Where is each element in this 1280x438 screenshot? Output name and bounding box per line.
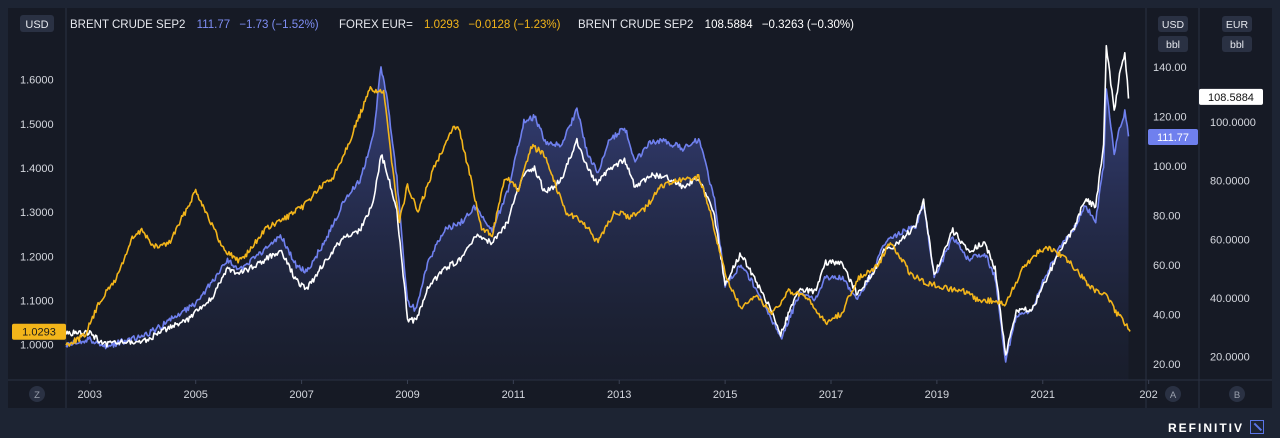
x-tick-label: 2021	[1031, 389, 1055, 401]
usd-tick-label: 40.00	[1153, 310, 1181, 322]
usd-axis-ticks: 140.00 120.00 100.00 80.00 60.00 40.00 20.00	[1153, 62, 1187, 371]
left-tick-label: 1.1000	[20, 296, 54, 308]
legend-brent-usd-last: 111.77	[197, 19, 230, 31]
x-tick-label: 2019	[925, 389, 949, 401]
brand-logo: REFINITIV	[1168, 420, 1264, 435]
usd-tick-label: 20.00	[1153, 359, 1181, 371]
x-tick-label: 2007	[289, 389, 313, 401]
brent-eur-line[interactable]	[65, 44, 1130, 356]
eur-tick-label: 60.0000	[1210, 234, 1250, 246]
eur-unit-text: EUR	[1226, 19, 1249, 31]
usd-sub-badge[interactable]	[1158, 36, 1188, 52]
left-tick-label: 1.4000	[20, 163, 54, 175]
eur-tick-label: 100.0000	[1210, 117, 1256, 129]
x-tick-label: 202	[1139, 389, 1157, 401]
scale-b-button[interactable]	[1229, 386, 1245, 402]
usd-tick-label: 120.00	[1153, 112, 1187, 124]
currency-badge-text: USD	[25, 19, 48, 31]
scale-b-label: B	[1234, 390, 1240, 401]
brand-text: REFINITIV	[1167, 421, 1244, 435]
legend-brent-usd-change: −1.73 (−1.52%)	[239, 19, 318, 31]
x-tick-label: 2013	[607, 389, 631, 401]
x-tick-label: 2009	[395, 389, 419, 401]
scale-z-button[interactable]	[29, 386, 45, 402]
x-axis-ticks: 2003 2005 2007 2009 2011 2013 2015 2017 2019 2021…	[78, 380, 1158, 401]
forex-last-tag-bg	[12, 323, 66, 340]
scale-a-button[interactable]	[1165, 386, 1181, 402]
usd-tick-label: 60.00	[1153, 260, 1181, 272]
brand-mark-icon	[1250, 420, 1264, 434]
brent-eur-last-tag-bg	[1199, 88, 1263, 105]
brent-usd-last-tag: 111.77	[1157, 132, 1189, 144]
usd-sub-text: bbl	[1166, 39, 1180, 51]
currency-badge[interactable]	[20, 15, 54, 32]
legend-forex-name: FOREX EUR=	[339, 19, 413, 31]
x-tick-label: 2011	[502, 389, 526, 401]
usd-tick-label: 140.00	[1153, 62, 1187, 74]
scale-z-label: Z	[34, 390, 40, 401]
usd-tick-label: 80.00	[1153, 211, 1181, 223]
eur-sub-text: bbl	[1230, 39, 1244, 51]
legend-forex-last: 1.0293	[424, 19, 459, 31]
left-tick-label: 1.2000	[20, 251, 54, 263]
eur-axis-ticks: 100.0000 80.0000 60.0000 40.0000 20.0000	[1210, 117, 1256, 364]
left-tick-label: 1.6000	[20, 75, 54, 87]
eur-tick-label: 20.0000	[1210, 352, 1250, 364]
legend-brent-eur-change: −0.3263 (−0.30%)	[762, 19, 854, 31]
usd-unit-text: USD	[1162, 19, 1185, 31]
x-tick-label: 2015	[713, 389, 737, 401]
left-axis-ticks: 1.6000 1.5000 1.4000 1.3000 1.2000 1.1000 1.00…	[20, 75, 54, 352]
brent-usd-last-tag-bg	[1148, 129, 1198, 145]
legend-brent-eur-last: 108.5884	[705, 19, 754, 31]
scale-a-label: A	[1170, 390, 1177, 401]
forex-eur-line[interactable]	[65, 86, 1131, 347]
eur-tick-label: 80.0000	[1210, 176, 1250, 188]
legend: BRENT CRUDE SEP2 111.77 −1.73 (−1.52%) F…	[70, 19, 854, 31]
brent-usd-area	[66, 66, 1129, 381]
usd-tick-label: 100.00	[1153, 161, 1187, 173]
brent-usd-area-fill	[66, 66, 1129, 381]
brent-eur-last-tag: 108.5884	[1208, 92, 1254, 104]
brent-usd-line[interactable]	[65, 66, 1130, 363]
left-tick-label: 1.0000	[20, 340, 54, 352]
x-tick-label: 2005	[183, 389, 207, 401]
left-tick-label: 1.5000	[20, 119, 54, 131]
usd-unit-badge[interactable]	[1158, 16, 1188, 32]
eur-tick-label: 40.0000	[1210, 293, 1250, 305]
series-lines	[65, 44, 1131, 363]
price-tags: 1.0293 111.77 108.5884	[12, 88, 1263, 340]
x-tick-label: 2003	[78, 389, 102, 401]
legend-brent-eur-name: BRENT CRUDE SEP2	[578, 19, 693, 31]
legend-brent-usd-name: BRENT CRUDE SEP2	[70, 19, 185, 31]
eur-sub-badge[interactable]	[1222, 36, 1252, 52]
left-tick-label: 1.3000	[20, 207, 54, 219]
legend-forex-change: −0.0128 (−1.23%)	[468, 19, 560, 31]
x-tick-label: 2017	[819, 389, 843, 401]
eur-unit-badge[interactable]	[1222, 16, 1252, 32]
forex-last-tag: 1.0293	[22, 327, 56, 339]
